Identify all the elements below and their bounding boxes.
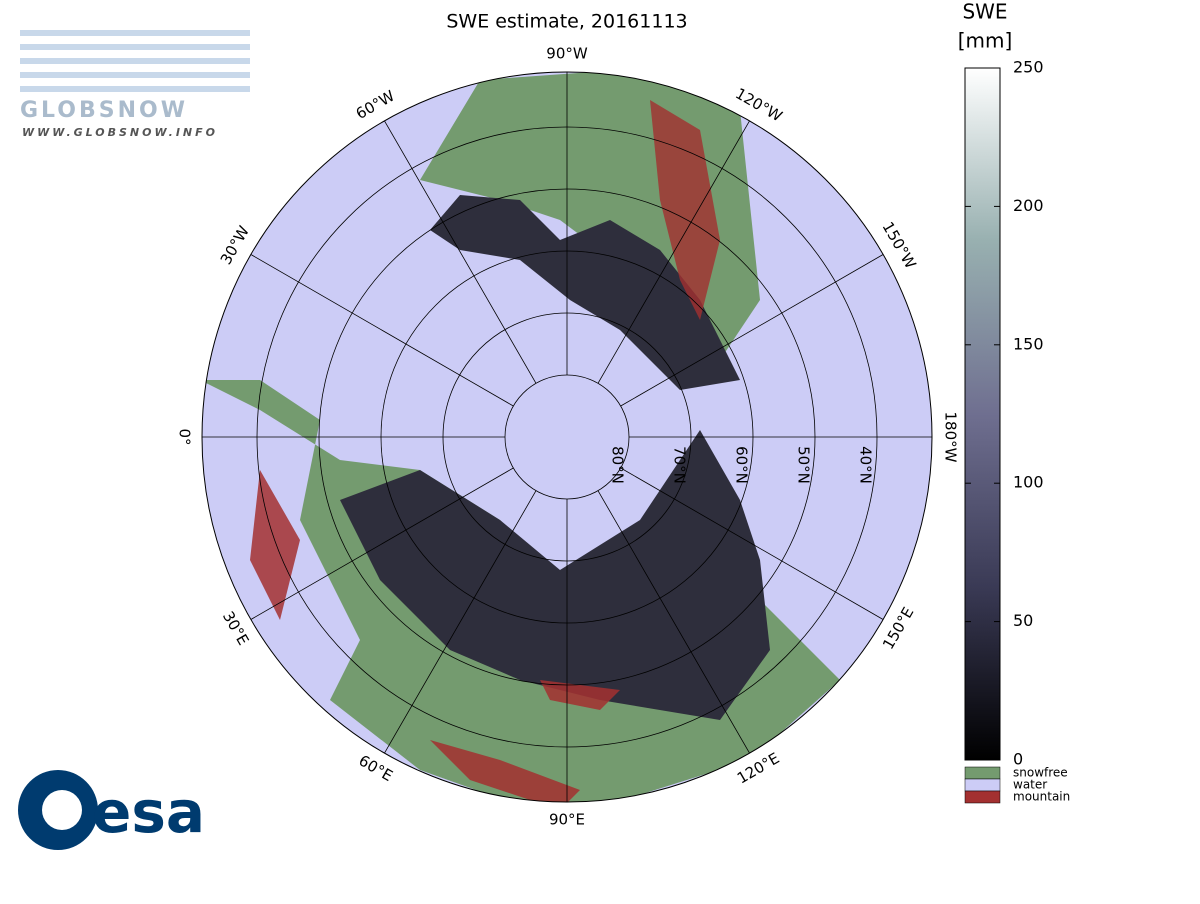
agency-name: esa (92, 778, 205, 846)
class-label: snowfree (1013, 766, 1068, 780)
class-label: mountain (1013, 790, 1070, 804)
colorbar-tick-label: 250 (1013, 58, 1044, 77)
meridian (620, 254, 884, 407)
logo-name: GLOBSNOW (20, 98, 188, 123)
colorbar-unit: [mm] (958, 29, 1013, 53)
meridian (250, 254, 514, 407)
meridian (384, 120, 537, 384)
latitude-label: 60°N (733, 446, 751, 484)
meridian-label: 90°W (546, 45, 588, 63)
meridian-label: 0° (176, 428, 194, 445)
title: SWE estimate, 20161113 (446, 11, 687, 33)
colorbar-tick-label: 200 (1013, 196, 1044, 215)
meridian-label: 90°E (549, 811, 585, 829)
esa-logo: esa (18, 770, 205, 850)
latitude-label: 80°N (609, 446, 627, 484)
colorbar-tick-label: 100 (1013, 473, 1044, 492)
latitude-label: 40°N (857, 446, 875, 484)
class-label: water (1013, 778, 1047, 792)
map-border (201, 71, 933, 803)
meridian-label: 180°W (942, 412, 960, 463)
logo-url: WWW.GLOBSNOW.INFO (22, 126, 218, 139)
globsnow-logo: GLOBSNOW WWW.GLOBSNOW.INFO (20, 30, 250, 139)
meridian (620, 467, 884, 620)
latitude-label: 50°N (795, 446, 813, 484)
latitude-label: 70°N (671, 446, 689, 484)
meridian (384, 490, 537, 754)
class-swatch (964, 778, 1001, 792)
class-swatch (964, 766, 1001, 780)
colorbar-tick-label: 150 (1013, 334, 1044, 353)
colorbar-tick-label: 50 (1013, 611, 1033, 630)
meridian (597, 120, 750, 384)
colorbar-title: SWE (962, 0, 1007, 24)
land (202, 72, 840, 802)
colorbar-tick-label: 0 (1013, 750, 1023, 769)
class-swatch (964, 790, 1001, 804)
meridian (597, 490, 750, 754)
meridian (250, 467, 514, 620)
colorbar (964, 67, 1001, 761)
